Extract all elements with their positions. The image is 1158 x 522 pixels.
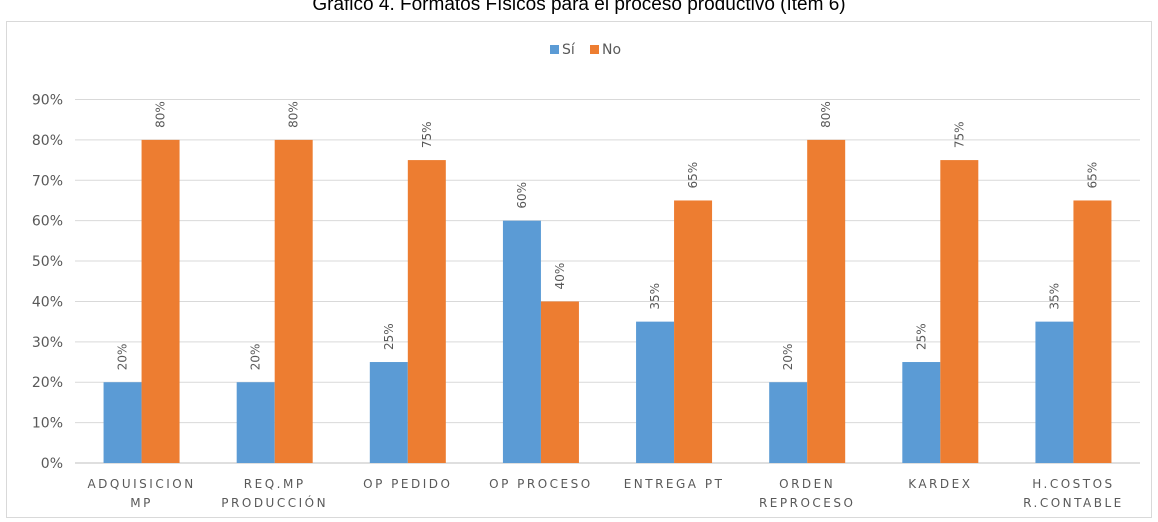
y-tick-label: 40% [32,294,63,310]
x-tick-label: ENTREGA PT [624,477,725,491]
y-tick-label: 90% [32,93,63,109]
data-label: 20% [249,344,263,371]
x-tick-label: PRODUCCIÓN [221,495,328,510]
bar-si [236,382,275,463]
y-tick-label: 70% [32,173,63,189]
x-tick-label: MP [130,496,153,510]
legend-label: Sí [562,42,576,58]
bar-si [769,382,808,463]
bar-si [902,362,941,463]
y-tick-label: 20% [32,375,63,391]
bar-no [274,139,313,463]
data-label: 25% [382,323,396,350]
x-tick-label: KARDEX [908,477,972,491]
y-tick-label: 0% [41,456,63,472]
x-tick-label: REQ.MP [244,477,306,491]
data-label: 25% [914,323,928,350]
data-label: 75% [420,121,434,148]
x-tick-label: OP PROCESO [489,477,593,491]
bar-si [502,220,541,463]
bar-si [369,362,408,463]
x-tick-label: H.COSTOS [1032,477,1114,491]
y-tick-label: 80% [32,133,63,149]
y-tick-label: 60% [32,214,63,230]
y-tick-label: 30% [32,335,63,351]
bar-si [103,382,142,463]
legend-label: No [602,42,621,58]
x-tick-label: ADQUISICION [87,477,195,491]
bar-si [636,321,675,463]
data-label: 80% [819,101,833,128]
bar-no [540,301,579,463]
chart-title: Gráfico 4. Formatos Físicos para el proc… [312,0,846,15]
bar-no [407,160,446,464]
data-label: 40% [553,263,567,290]
bar-no [141,139,180,463]
y-tick-label: 10% [32,416,63,432]
data-label: 65% [686,162,700,189]
x-tick-label: ORDEN [779,477,835,491]
legend-swatch-si [550,45,559,54]
data-label: 20% [116,344,130,371]
legend-swatch-no [590,45,599,54]
bar-si [1035,321,1074,463]
bar-no [674,200,713,463]
data-label: 20% [781,344,795,371]
bar-no [1073,200,1112,463]
data-label: 35% [1047,283,1061,310]
data-label: 60% [515,182,529,209]
data-label: 65% [1085,162,1099,189]
x-tick-label: REPROCESO [759,496,855,510]
data-label: 80% [287,101,301,128]
x-tick-label: R.CONTABLE [1023,496,1124,510]
data-label: 75% [952,121,966,148]
y-tick-label: 50% [32,254,63,270]
data-label: 35% [648,283,662,310]
x-tick-label: OP PEDIDO [363,477,452,491]
data-label: 80% [154,101,168,128]
bar-no [807,139,846,463]
bar-no [940,160,979,464]
